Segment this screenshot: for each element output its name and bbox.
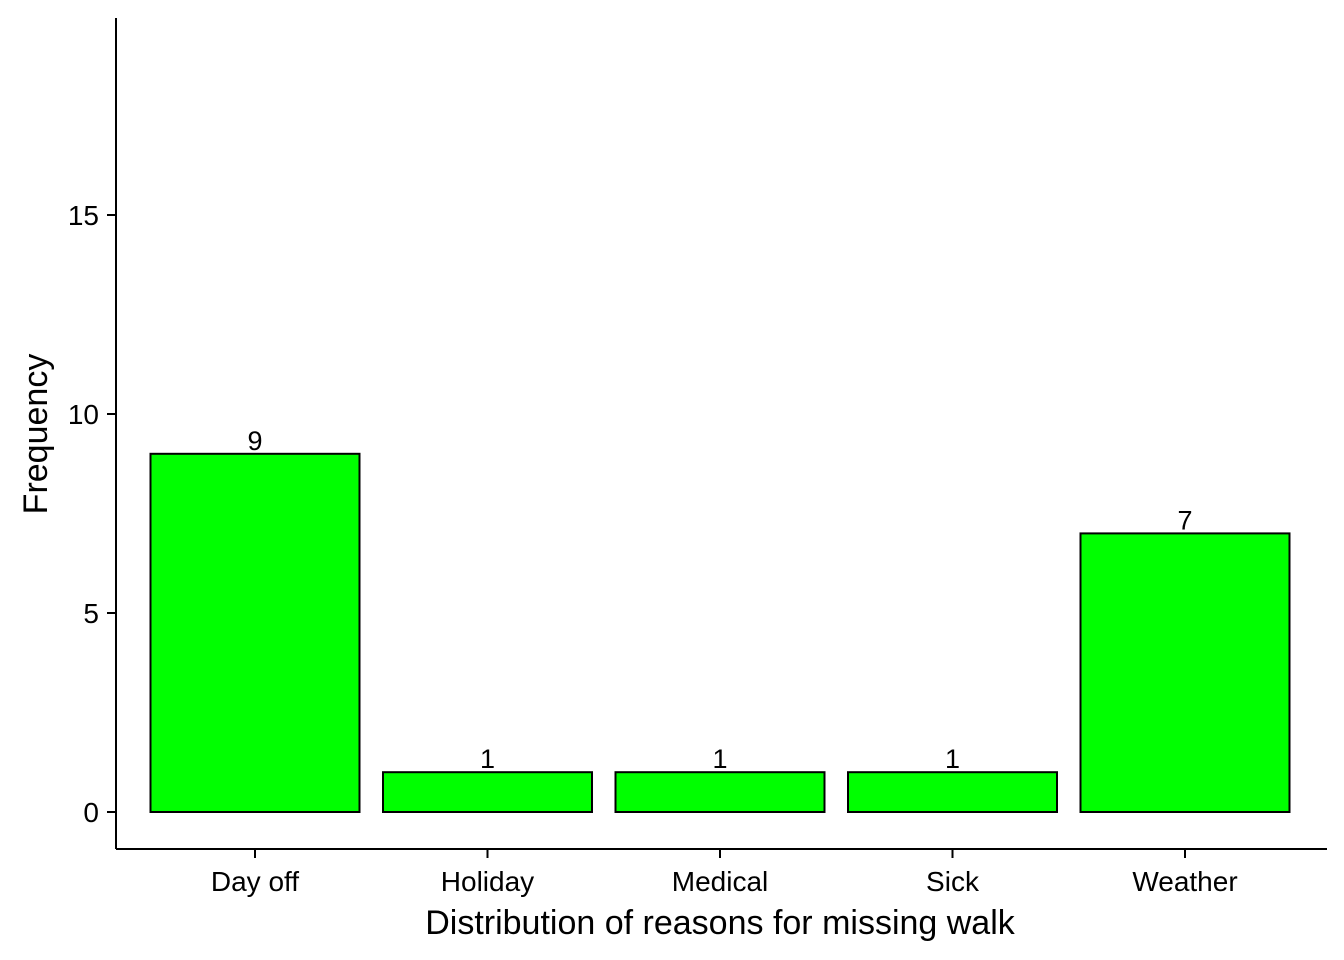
y-axis-title: Frequency — [17, 354, 55, 515]
y-tick-label: 10 — [68, 399, 99, 430]
y-tick-label: 5 — [83, 598, 99, 629]
data-label-holiday: 1 — [480, 744, 495, 774]
bars-layer — [149, 452, 1291, 814]
bar-day-off — [149, 452, 361, 813]
y-tick-label: 0 — [83, 797, 99, 828]
bar-medical — [614, 771, 826, 814]
y-ticks-layer: 0 5 10 15 — [68, 200, 116, 828]
y-tick-label: 15 — [68, 200, 99, 231]
bar-holiday — [382, 771, 593, 814]
data-label-day-off: 9 — [247, 426, 262, 456]
x-axis-title: Distribution of reasons for missing walk — [425, 904, 1016, 942]
x-tick-label: Holiday — [441, 866, 534, 897]
data-label-medical: 1 — [712, 744, 727, 774]
x-tick-label: Weather — [1132, 866, 1237, 897]
data-label-weather: 7 — [1177, 505, 1192, 535]
data-label-sick: 1 — [945, 744, 960, 774]
x-ticks-layer: Day off Holiday Medical Sick Weather — [211, 849, 1238, 897]
x-tick-label: Medical — [672, 866, 768, 897]
x-tick-label: Day off — [211, 866, 299, 897]
bar-weather — [1079, 532, 1291, 814]
bar-sick — [847, 771, 1058, 814]
data-labels-layer: 9 1 1 1 7 — [247, 426, 1192, 774]
x-tick-label: Sick — [926, 866, 980, 897]
